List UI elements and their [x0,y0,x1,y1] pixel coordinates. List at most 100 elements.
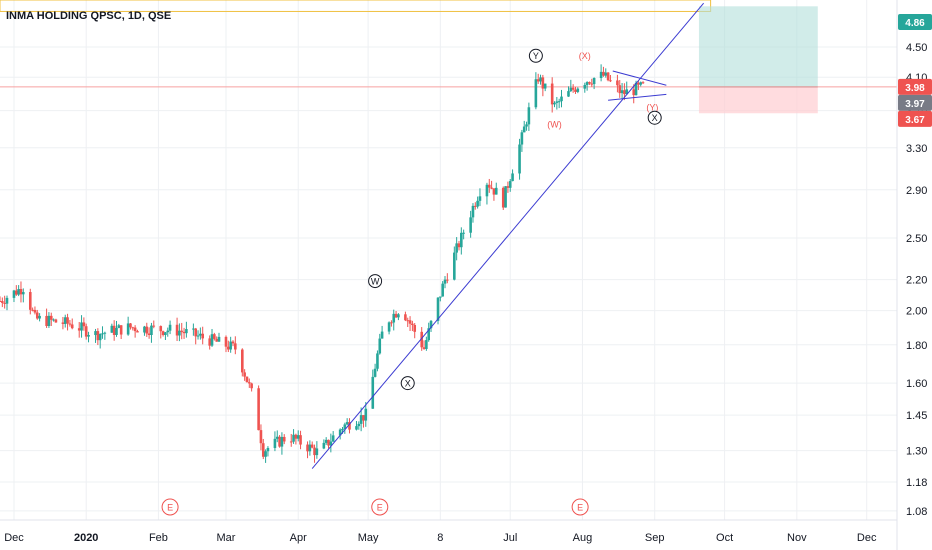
candle [208,338,211,346]
wave-label: (W) [547,119,562,129]
y-tick-label: 1.08 [906,506,927,518]
wave-label-circle [647,110,662,125]
x-tick-label: Feb [149,532,168,544]
x-tick-label: May [358,532,379,544]
candle [0,300,2,302]
x-tick-label: Nov [787,532,807,544]
candle [289,441,293,443]
candle [250,383,253,389]
y-tick-label: 4.50 [906,42,927,54]
candle [553,102,556,105]
candle [494,187,498,195]
candle [364,408,368,421]
candle [413,325,417,332]
candle [180,330,184,332]
candle [511,173,514,182]
candle [80,322,83,331]
candle [31,309,34,311]
candle [150,325,153,335]
candle [485,184,489,197]
candle [131,327,135,329]
candle [571,87,575,90]
candle [574,89,577,92]
candle [569,87,573,92]
candle [145,326,149,334]
candle [257,388,260,431]
candle [35,312,39,319]
candle [199,333,202,336]
candle [117,325,121,328]
candle [213,334,216,339]
candle [392,313,396,323]
candle [96,331,100,341]
candle [557,101,561,103]
wave-label: Y [533,51,539,61]
price-tag-label: 3.67 [905,115,925,126]
candle [609,80,612,82]
candle [241,349,244,373]
price-tag [898,110,932,127]
candle [175,324,179,336]
event-marker [371,498,389,516]
candle [476,200,479,207]
candle [590,83,594,85]
candle [82,322,86,327]
triangle-upper [612,70,667,86]
candle [159,326,163,332]
candle [539,77,542,82]
candle [147,333,151,335]
candle [3,302,6,304]
candle [592,77,596,85]
y-tick-label: 1.80 [906,340,927,352]
candle [15,290,18,295]
candle [620,90,624,94]
candle [324,439,328,443]
candle [103,332,107,334]
candle [192,328,195,330]
candle [541,77,545,89]
candle [583,84,587,89]
wave-label-circle [528,48,543,63]
wave-label: W [371,276,380,286]
candle [637,82,640,85]
candle [280,436,284,447]
x-tick-label: Aug [573,532,593,544]
candle [390,322,393,324]
candle [441,283,444,297]
candle [224,336,228,347]
candle [129,323,132,328]
candle [12,290,16,298]
candle [487,184,491,188]
candle [329,441,333,446]
candle [229,341,232,350]
candle [313,447,316,456]
wave-label: X [405,378,411,388]
candle [439,296,442,298]
candle [166,330,170,333]
candle [133,327,137,332]
candle [217,336,221,342]
x-tick-label: Dec [857,532,877,544]
candle [588,82,591,84]
candle [457,243,461,248]
y-tick-label: 2.50 [906,233,927,245]
candle [136,331,139,333]
candle [348,422,351,430]
candle [98,333,102,341]
candle [345,422,349,425]
candle [234,343,237,350]
y-tick-label: 1.18 [906,477,927,489]
candle [259,430,263,444]
wave-label: (Y) [646,102,658,112]
candle [585,82,589,85]
candle [161,331,165,335]
candle [66,317,69,324]
price-tag-label: 3.98 [905,83,925,94]
x-tick-label: Apr [290,532,307,544]
candle [504,186,507,208]
candle [52,319,55,321]
candle [294,434,298,439]
candle [604,72,608,76]
price-tag [898,13,932,30]
